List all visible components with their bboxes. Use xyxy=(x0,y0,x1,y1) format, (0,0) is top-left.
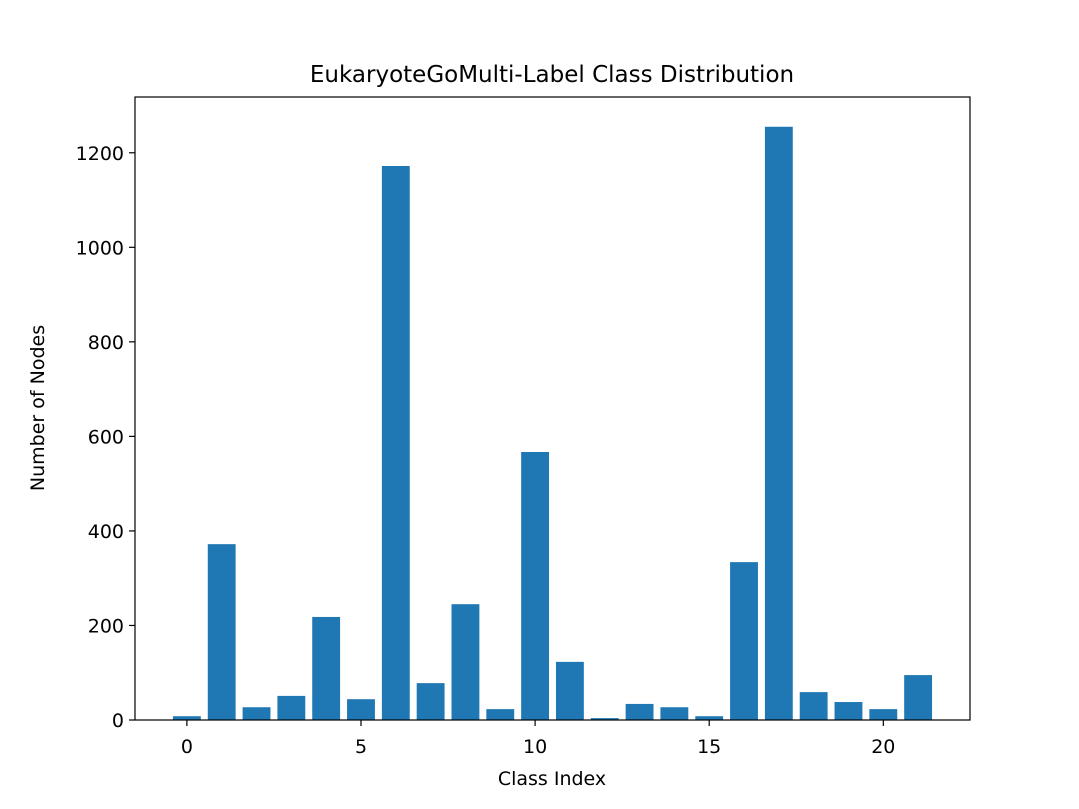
y-tick-label: 600 xyxy=(88,426,124,448)
bar xyxy=(521,451,550,720)
x-axis-label: Class Index xyxy=(498,768,606,790)
bar xyxy=(242,707,271,720)
chart-title: EukaryoteGoMulti-Label Class Distributio… xyxy=(310,62,794,88)
y-tick-label: 1000 xyxy=(76,237,124,259)
bar xyxy=(695,716,724,720)
bar xyxy=(277,695,306,720)
bar xyxy=(730,562,758,720)
bar xyxy=(590,718,619,720)
x-tick-label: 5 xyxy=(355,736,367,758)
y-tick-label: 0 xyxy=(112,710,124,732)
x-tick-label: 10 xyxy=(523,736,547,758)
bar xyxy=(764,126,793,720)
y-tick-label: 400 xyxy=(88,521,124,543)
plot-frame xyxy=(134,96,971,721)
y-tick-label: 1200 xyxy=(76,143,124,165)
bar xyxy=(347,699,375,720)
x-tick-label: 20 xyxy=(871,736,895,758)
bar xyxy=(660,707,689,720)
bar xyxy=(486,709,515,720)
bar xyxy=(172,716,201,720)
bar xyxy=(555,661,584,720)
x-tick-label: 15 xyxy=(697,736,721,758)
bar xyxy=(799,692,828,720)
bar xyxy=(207,544,236,720)
bar xyxy=(869,709,898,720)
y-tick-label: 800 xyxy=(88,332,124,354)
bar xyxy=(416,683,445,720)
bar xyxy=(451,604,480,720)
bar xyxy=(312,616,341,720)
y-tick-label: 200 xyxy=(88,615,124,637)
bar xyxy=(904,675,933,720)
bar xyxy=(381,166,410,720)
bar xyxy=(625,703,654,720)
y-axis-label: Number of Nodes xyxy=(27,325,49,491)
x-tick-label: 0 xyxy=(181,736,193,758)
bar xyxy=(834,702,863,720)
